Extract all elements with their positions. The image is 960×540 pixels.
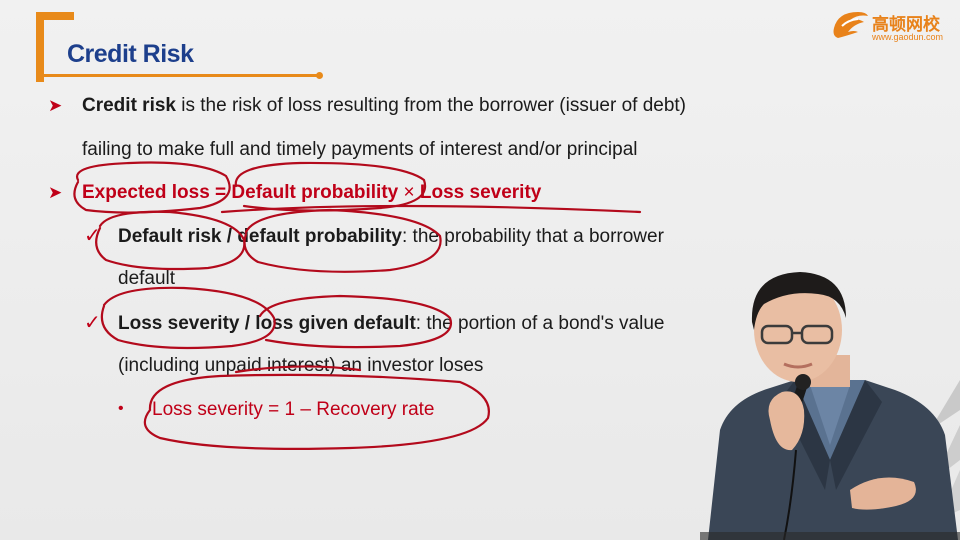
- dot-bullet-icon: •: [118, 400, 124, 417]
- term-loss-severity: Loss severity / loss given default: [118, 313, 416, 334]
- sub-default-risk-line2: default: [118, 268, 176, 289]
- check-bullet-icon: ✓: [84, 312, 101, 334]
- bullet-text: is the risk of loss resulting from the b…: [175, 95, 687, 116]
- term-default-risk: Default risk / default probability: [118, 226, 402, 247]
- sub-loss-severity-line1: Loss severity / loss given default: the …: [118, 313, 664, 335]
- term-credit-risk: Credit risk: [82, 95, 176, 116]
- gaodun-logo-icon: [833, 12, 868, 38]
- sub-default-risk-line1: Default risk / default probability: the …: [118, 226, 664, 248]
- bullet-credit-risk-line1: Credit risk is the risk of loss resultin…: [82, 95, 686, 117]
- logo: 高顿网校 www.gaodun.com: [828, 4, 956, 44]
- title-bracket: [36, 12, 44, 82]
- arrow-bullet-icon: ➤: [48, 96, 63, 115]
- slide-title: Credit Risk: [67, 40, 194, 68]
- formula-part-b: Loss severity: [419, 182, 542, 203]
- check-bullet-icon: ✓: [84, 225, 101, 247]
- formula-loss-severity: Loss severity = 1 – Recovery rate: [152, 399, 435, 420]
- formula-part-a: Expected loss = Default probability: [82, 182, 399, 203]
- presenter-video: [700, 272, 960, 540]
- sub-text: : the probability that a borrower: [402, 226, 664, 247]
- logo-url: www.gaodun.com: [872, 32, 944, 42]
- formula-expected-loss: Expected loss = Default probability × Lo…: [82, 182, 541, 204]
- times-sign: ×: [398, 182, 420, 203]
- title-bracket-top: [36, 12, 74, 20]
- logo-text: 高顿网校: [872, 15, 940, 34]
- bullet-credit-risk-line2: failing to make full and timely payments…: [82, 139, 638, 160]
- title-underline: [44, 74, 320, 77]
- sub-text: : the portion of a bond's value: [415, 313, 665, 334]
- arrow-bullet-icon: ➤: [48, 183, 63, 202]
- sub-loss-severity-line2: (including unpaid interest) an investor …: [118, 355, 484, 376]
- title-underline-dot: [316, 72, 323, 79]
